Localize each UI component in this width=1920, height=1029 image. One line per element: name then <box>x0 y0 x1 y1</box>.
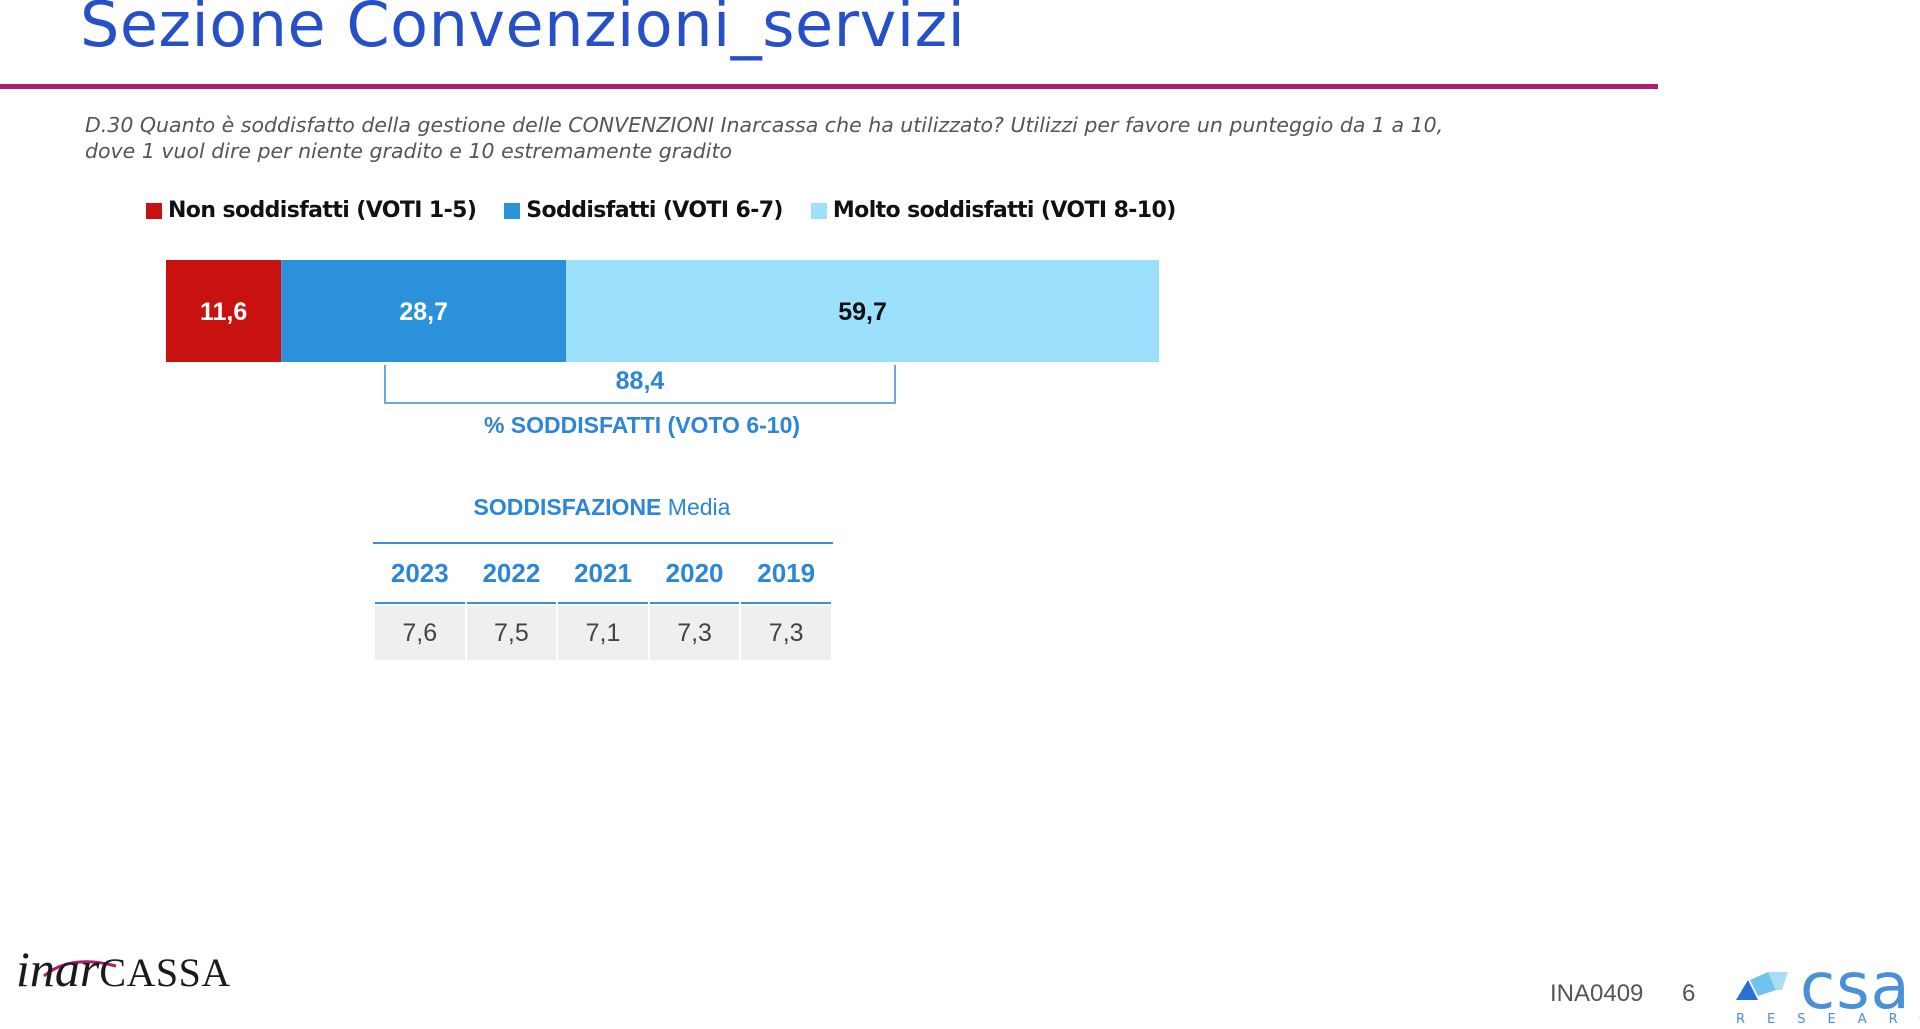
legend-item-non-soddisfatti: Non soddisfatti (VOTI 1-5) <box>146 198 477 223</box>
legend-item-molto-soddisfatti: Molto soddisfatti (VOTI 8-10) <box>810 198 1176 223</box>
logo-text-caps: CASSA <box>99 950 231 995</box>
page-number: 6 <box>1682 980 1696 1007</box>
year-header: 2021 <box>558 544 648 604</box>
csa-logo-icon <box>1736 972 1788 1000</box>
legend-swatch-non-soddisfatti <box>146 202 162 219</box>
average-value-cell: 7,3 <box>649 604 740 660</box>
title-divider <box>0 84 1658 89</box>
csa-logo-subtext: RESEARCH <box>1736 1012 1920 1027</box>
legend-item-soddisfatti: Soddisfatti (VOTI 6-7) <box>504 198 783 223</box>
average-value-row: 7,6 7,5 7,1 7,3 7,3 <box>375 604 831 660</box>
bar-value-label: 59,7 <box>838 298 887 326</box>
average-value-cell: 7,6 <box>375 604 465 660</box>
average-value-cell: 7,1 <box>558 604 648 660</box>
legend-swatch-soddisfatti <box>504 202 521 219</box>
question-line-1: D.30 Quanto è soddisfatto della gestione… <box>85 113 1444 137</box>
bar-value-label: 28,7 <box>399 298 448 326</box>
year-header: 2020 <box>649 544 740 604</box>
average-title-bold: SODDISFAZIONE <box>473 494 662 520</box>
average-title-rest: Media <box>661 494 731 520</box>
legend-swatch-molto-soddisfatti <box>810 202 827 219</box>
legend-label-soddisfatti: Soddisfatti (VOTI 6-7) <box>526 198 783 223</box>
average-value-cell: 7,3 <box>741 604 831 660</box>
legend-label-molto-soddisfatti: Molto soddisfatti (VOTI 8-10) <box>832 198 1176 223</box>
report-code: INA0409 <box>1550 980 1644 1007</box>
year-header: 2022 <box>466 544 557 604</box>
average-table: 2023 2022 2021 2020 2019 7,6 7,5 7,1 7,3… <box>373 542 833 660</box>
legend-label-non-soddisfatti: Non soddisfatti (VOTI 1-5) <box>168 198 477 223</box>
average-value-cell: 7,5 <box>466 604 557 660</box>
page-title: Sezione Convenzioni_servizi <box>80 0 966 61</box>
csa-logo-text: csa <box>1800 950 1911 1024</box>
question-line-2: dove 1 vuol dire per niente gradito e 10… <box>85 139 733 163</box>
year-header: 2019 <box>741 544 831 604</box>
bar-value-label: 11,6 <box>200 298 247 326</box>
bar-segment-3 <box>566 260 1159 362</box>
satisfied-bracket <box>384 365 896 404</box>
logo-text-italic: inar <box>16 941 100 997</box>
question-text: D.30 Quanto è soddisfatto della gestione… <box>85 112 1665 164</box>
satisfied-annotation-label: % SODDISFATTI (VOTO 6-10) <box>483 412 801 438</box>
inarcassa-logo-arc <box>43 960 117 978</box>
average-year-row: 2023 2022 2021 2020 2019 <box>375 544 831 604</box>
average-title: SODDISFAZIONE Media <box>370 494 834 521</box>
year-header: 2023 <box>375 544 465 604</box>
bar-segment-1 <box>166 260 282 362</box>
bar-segment-2 <box>281 260 567 362</box>
satisfied-total-value: 88,4 <box>616 367 665 395</box>
inarcassa-logo: inarCASSA <box>16 940 231 998</box>
chart-legend: Non soddisfatti (VOTI 1-5) Soddisfatti (… <box>146 198 1204 223</box>
